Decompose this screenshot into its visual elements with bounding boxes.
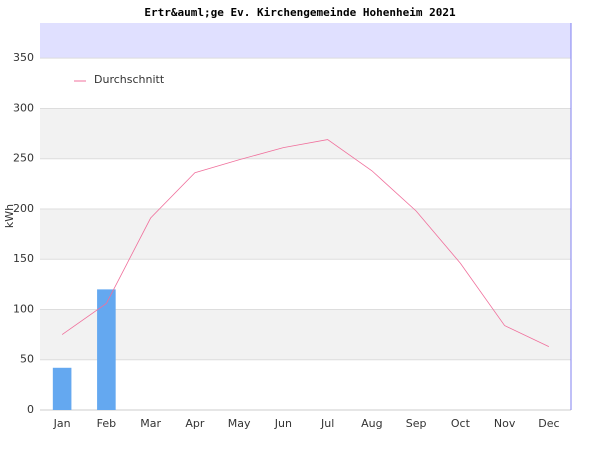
y-tick-label: 350 bbox=[13, 51, 34, 64]
x-tick-label: Jun bbox=[274, 417, 292, 430]
x-tick-label: Feb bbox=[97, 417, 116, 430]
y-tick-label: 300 bbox=[13, 101, 34, 114]
x-tick-label: Mar bbox=[140, 417, 161, 430]
x-tick-label: Aug bbox=[361, 417, 382, 430]
x-tick-label: Oct bbox=[451, 417, 471, 430]
x-tick-label: Jul bbox=[320, 417, 334, 430]
x-tick-label: May bbox=[228, 417, 251, 430]
y-tick-label: 200 bbox=[13, 202, 34, 215]
line-series bbox=[61, 139, 550, 348]
grid-stripe bbox=[40, 108, 571, 159]
y-tick-label: 0 bbox=[27, 403, 34, 416]
x-tick-label: Jan bbox=[53, 417, 71, 430]
top-band bbox=[40, 23, 571, 59]
grid-stripe bbox=[40, 309, 571, 360]
grid-stripe bbox=[40, 208, 571, 260]
x-tick-label: Sep bbox=[406, 417, 427, 430]
bar bbox=[52, 367, 72, 410]
y-tick-label: 100 bbox=[13, 302, 34, 315]
x-tick-label: Nov bbox=[494, 417, 516, 430]
x-tick-label: Apr bbox=[185, 417, 205, 430]
y-axis-label: kWh bbox=[3, 204, 16, 228]
y-tick-label: 150 bbox=[13, 252, 34, 265]
y-tick-label: 250 bbox=[13, 152, 34, 165]
y-tick-label: 50 bbox=[20, 353, 34, 366]
x-tick-label: Dec bbox=[538, 417, 559, 430]
chart-title: Ertr&auml;ge Ev. Kirchengemeinde Hohenhe… bbox=[144, 6, 456, 19]
bar bbox=[97, 289, 116, 410]
legend-label: Durchschnitt bbox=[94, 73, 165, 86]
